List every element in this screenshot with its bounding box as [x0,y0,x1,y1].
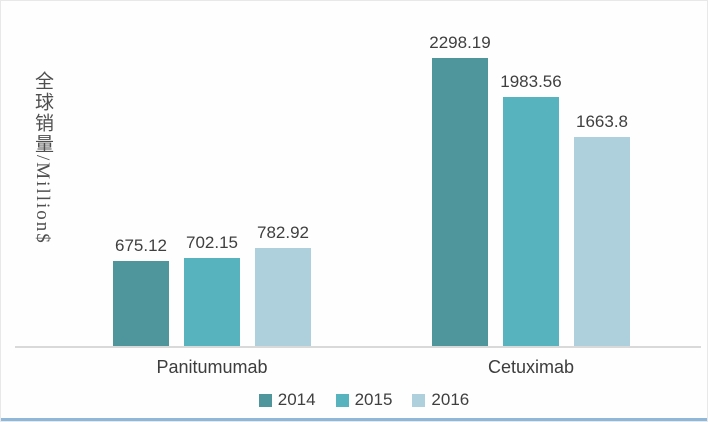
bar-value-label: 675.12 [115,236,167,255]
x-axis-line [15,346,701,348]
legend-swatch-icon [258,393,272,407]
bar-cetuximab-2016 [574,137,630,346]
bar-panitumumab-2014 [113,261,169,346]
legend-item-2015: 2015 [335,390,393,410]
bar-cetuximab-2015 [503,97,559,346]
bar-value-label: 782.92 [257,223,309,242]
legend-label: 2014 [277,390,316,409]
legend-swatch-icon [412,393,426,407]
legend-item-2014: 2014 [258,390,316,410]
category-label-cetuximab: Cetuximab [487,357,575,377]
legend-swatch-icon [335,393,349,407]
plot-area: 675.12 702.15 782.92 2298.19 1983.56 1663.8 [1,1,707,346]
bottom-accent-line [1,418,707,421]
category-label-panitumumab: Panitumumab [156,357,268,377]
bar-value-label: 2298.19 [429,33,491,52]
bar-panitumumab-2016 [255,248,311,346]
legend-item-2016: 2016 [412,390,469,410]
bar-value-label: 1663.8 [576,112,628,131]
bar-value-label: 1983.56 [500,72,562,91]
legend-label: 2015 [354,390,393,409]
y-axis-label: 全球销量/Million$ [32,71,53,245]
bar-value-label: 702.15 [186,233,238,252]
bar-cetuximab-2014 [432,58,488,346]
legend: 2014 2015 2016 [11,390,707,410]
bar-panitumumab-2015 [184,258,240,346]
legend-label: 2016 [431,390,470,409]
